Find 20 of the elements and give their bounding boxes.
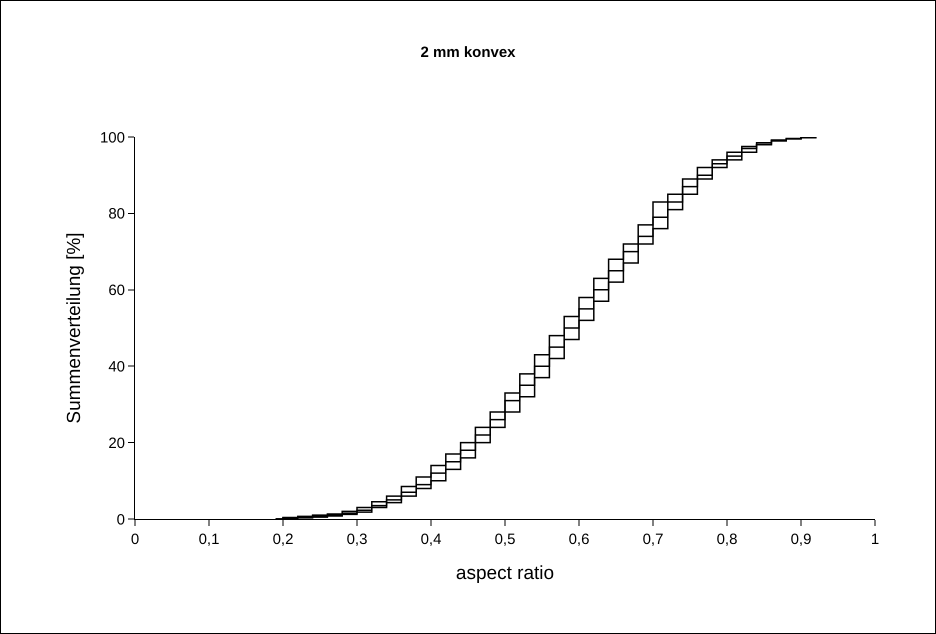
y-tick-label: 60	[108, 282, 125, 300]
x-tick-label: 0,4	[420, 531, 442, 548]
x-tick-label: 0	[130, 531, 140, 548]
y-tick-label: 20	[108, 434, 125, 452]
chart-title: 2 mm konvex	[420, 44, 516, 61]
x-tick-label: 0,3	[346, 531, 368, 548]
x-tick-label: 0,9	[790, 531, 812, 548]
y-tick-label: 80	[108, 206, 125, 223]
x-tick-label: 0,2	[272, 531, 294, 548]
x-tick-label: 1	[870, 531, 880, 548]
y-axis-title: Summenverteilung [%]	[64, 232, 85, 424]
x-tick-label: 0,7	[642, 531, 664, 548]
x-tick-label: 0,6	[568, 531, 590, 548]
x-tick-label: 0,1	[198, 531, 220, 548]
y-tick-label: 100	[100, 129, 125, 146]
y-tick-label: 0	[116, 511, 125, 528]
x-tick-label: 0,5	[494, 531, 516, 548]
x-axis-title: aspect ratio	[456, 562, 554, 584]
x-tick-label: 0,8	[716, 531, 738, 548]
y-tick-label: 40	[108, 358, 125, 376]
